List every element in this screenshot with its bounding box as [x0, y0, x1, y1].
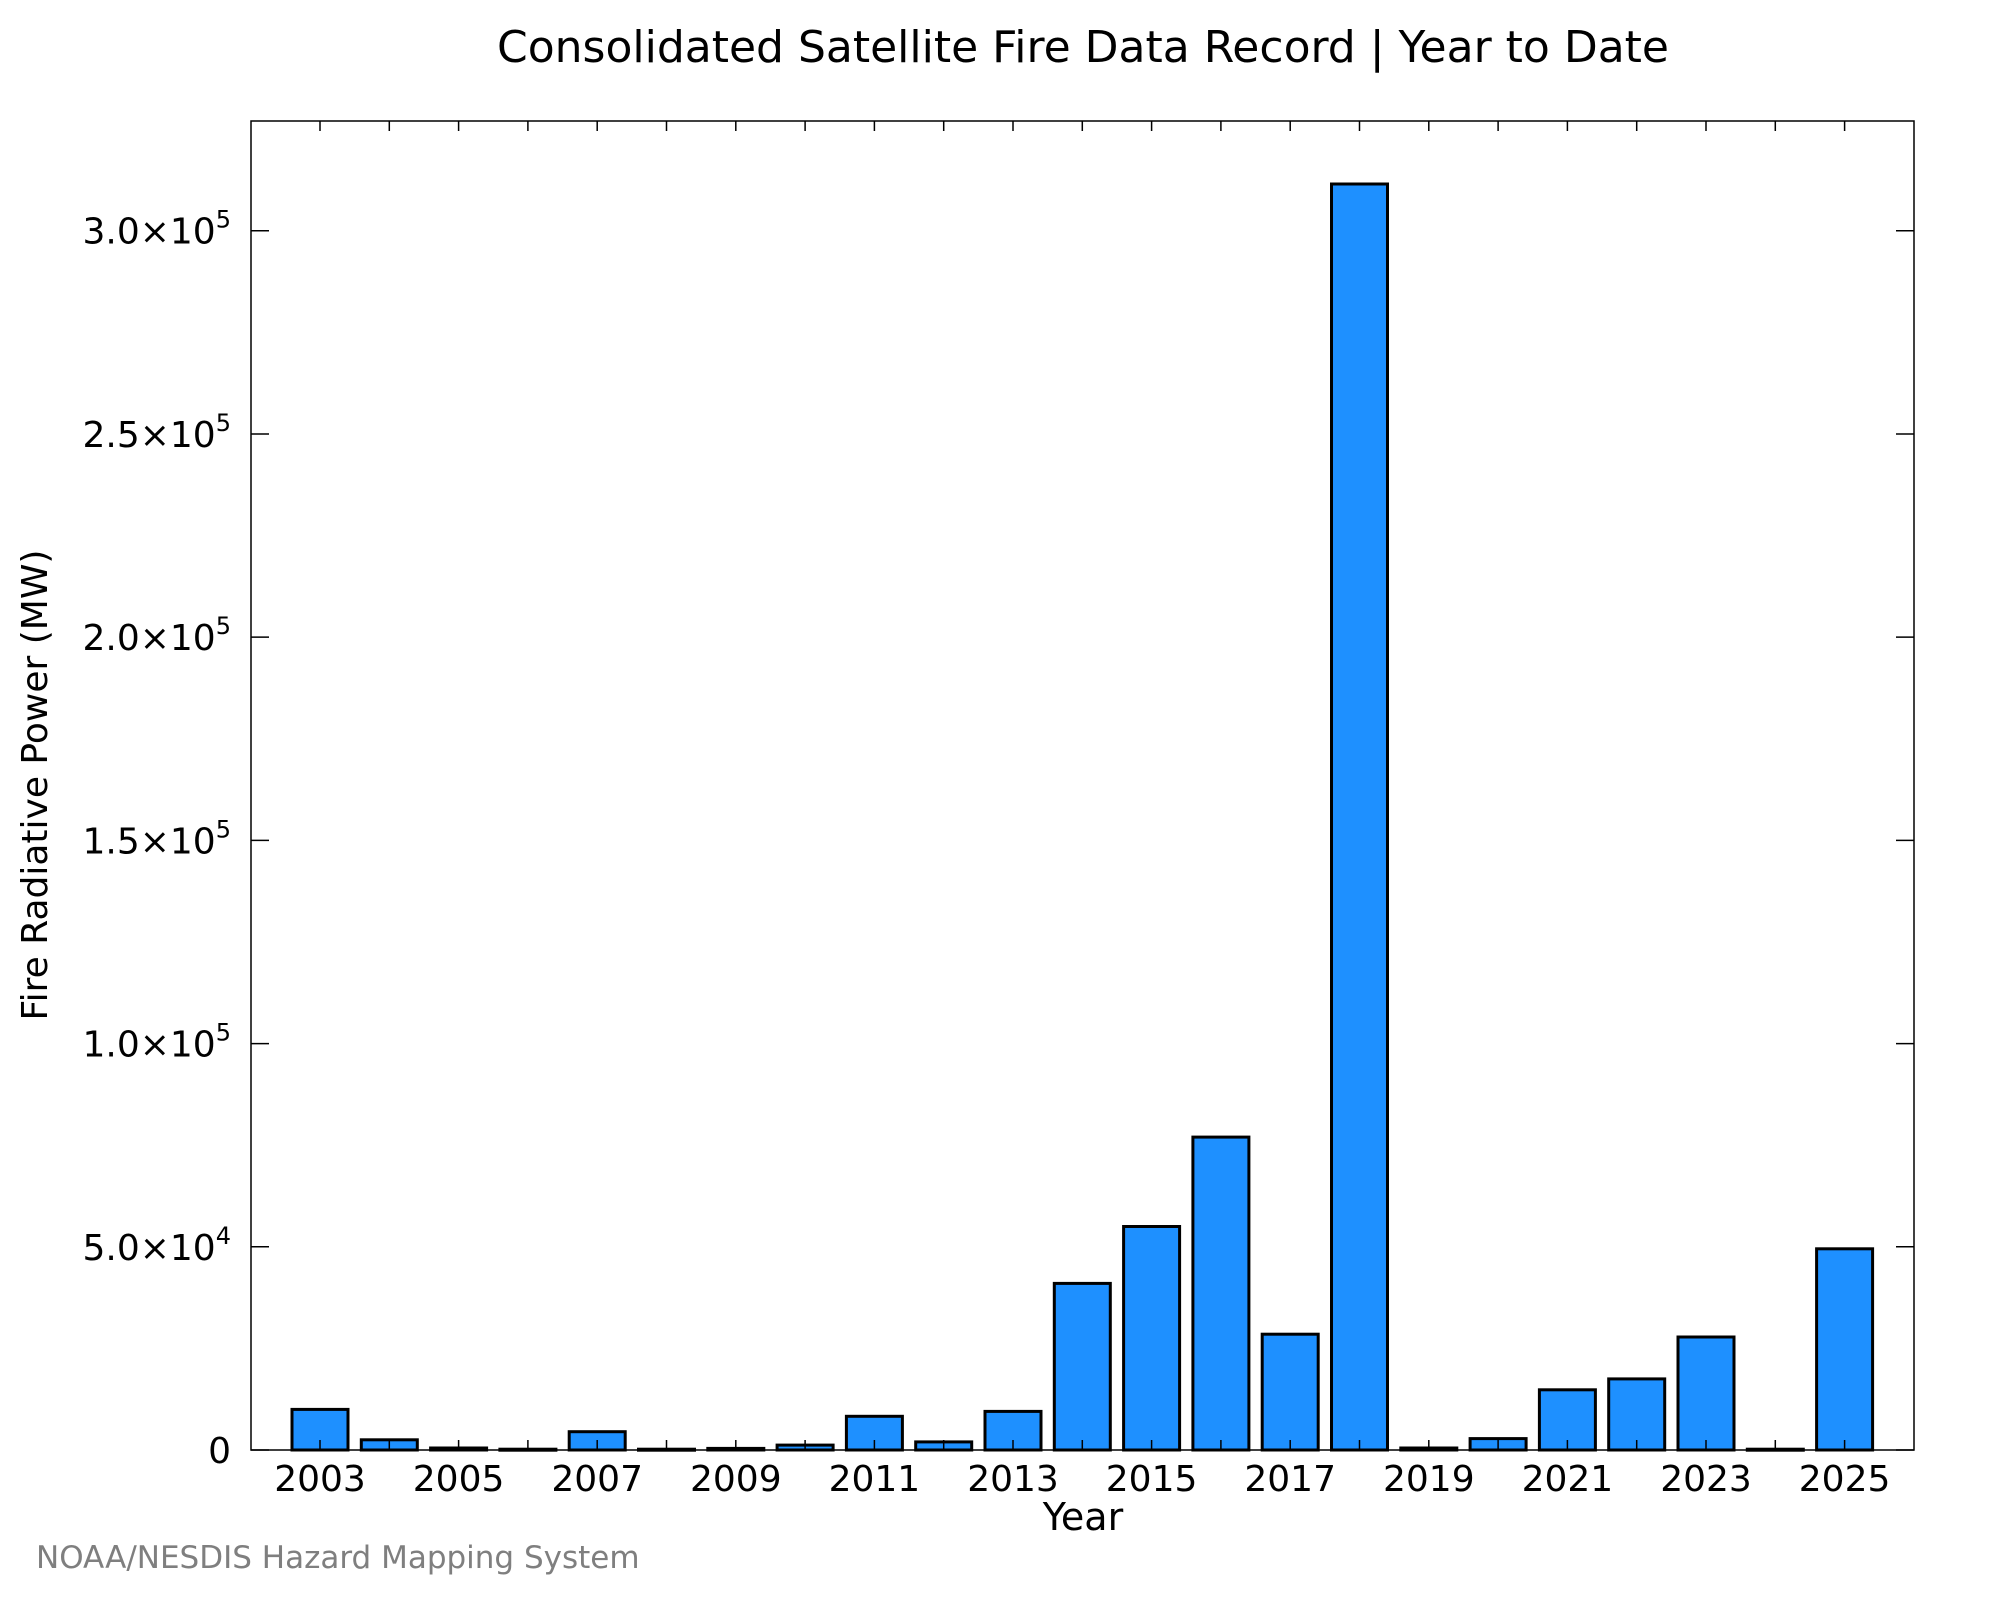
x-tick-label: 2019: [1383, 1459, 1475, 1500]
x-tick-label: 2021: [1522, 1459, 1614, 1500]
y-tick-label: 1.5×105: [82, 815, 231, 862]
plot-frame: [250, 120, 1915, 1451]
credit-text: NOAA/NESDIS Hazard Mapping System: [36, 1540, 640, 1576]
x-tick-label: 2007: [551, 1459, 643, 1500]
bar-2015: [1122, 1225, 1182, 1452]
x-axis-label: Year: [1042, 1495, 1124, 1539]
x-tick-label: 2015: [1106, 1459, 1198, 1500]
bar-2018: [1330, 182, 1389, 1452]
x-tick-label: 2009: [690, 1459, 782, 1500]
y-tick-label: 1.0×105: [82, 1019, 231, 1066]
x-tick-label: 2025: [1799, 1459, 1891, 1500]
y-tick-label: 3.0×105: [82, 206, 231, 253]
bar-2021: [1537, 1388, 1597, 1452]
y-tick-label: 0: [208, 1431, 231, 1472]
y-tick-label: 2.5×105: [82, 409, 231, 456]
bar-2022: [1607, 1377, 1667, 1452]
x-tick-label: 2011: [829, 1459, 921, 1500]
bar-2016: [1191, 1135, 1251, 1452]
bars-layer: [290, 182, 1875, 1452]
bar-2014: [1052, 1281, 1112, 1452]
ticks-layer: 2003 2005 2007 2009 2011 2013 2015 2017 2019 2021…: [82, 121, 1914, 1500]
chart-title: Consolidated Satellite Fire Data Record …: [497, 22, 1669, 73]
x-tick-label: 2005: [413, 1459, 505, 1500]
x-tick-label: 2023: [1660, 1459, 1752, 1500]
bar-2023: [1676, 1335, 1736, 1452]
x-tick-label: 2017: [1244, 1459, 1336, 1500]
y-axis-label: Fire Radiative Power (MW): [15, 550, 56, 1021]
x-tick-label: 2013: [967, 1459, 1059, 1500]
bar-2025: [1815, 1247, 1875, 1452]
y-tick-label: 2.0×105: [82, 612, 231, 659]
bar-2017: [1260, 1332, 1320, 1452]
y-tick-label: 5.0×104: [82, 1222, 231, 1269]
x-tick-label: 2003: [274, 1459, 366, 1500]
